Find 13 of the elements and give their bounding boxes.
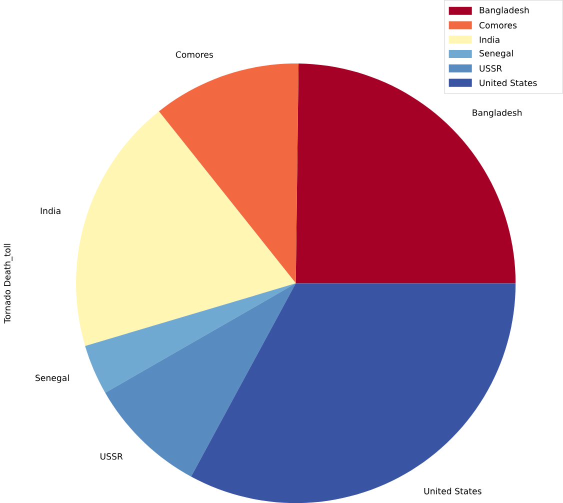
slice-label: Senegal (36, 374, 69, 383)
slice-label: USSR (100, 453, 123, 460)
text: Tornado Death_toll (4, 244, 12, 324)
slice-label: United States (424, 488, 482, 494)
legend-label: India (480, 36, 500, 43)
slice-label: India (40, 207, 60, 214)
legend-label: Senegal (480, 50, 513, 58)
slice-label: Comores (176, 51, 214, 58)
legend-label: Comores (479, 22, 517, 28)
legend-label: Bangladesh (480, 6, 529, 15)
legend-label: USSR (480, 65, 502, 72)
legend-label: United States (480, 79, 537, 86)
slice-label: Bangladesh (472, 109, 522, 118)
